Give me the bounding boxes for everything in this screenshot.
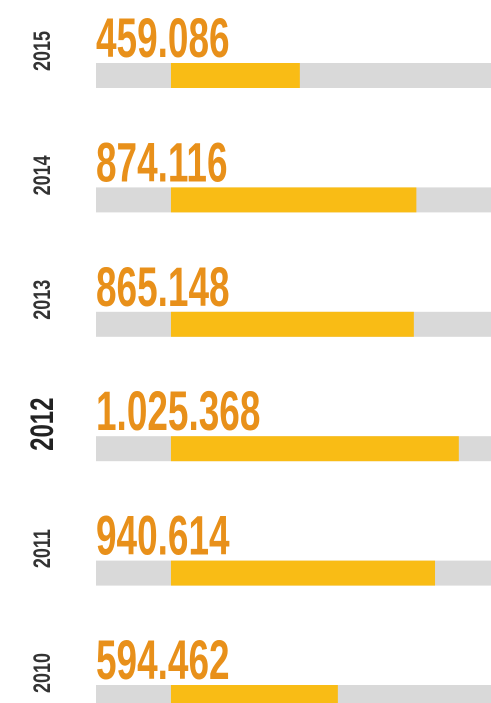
bar	[170, 560, 436, 586]
value-label: 594.462	[96, 629, 230, 692]
bar	[170, 187, 417, 213]
value-label-group: 1.025.368	[96, 381, 260, 444]
bar	[170, 685, 338, 703]
value-label: 874.116	[96, 132, 228, 195]
value-label-group: 874.116	[96, 132, 228, 195]
year-label-group: 2015	[30, 31, 56, 71]
year-label: 2011	[30, 529, 56, 568]
year-label: 2013	[30, 280, 56, 320]
year-label-group: 2013	[30, 280, 56, 320]
bar	[170, 311, 414, 337]
year-label-group: 2011	[30, 529, 56, 568]
value-label: 459.086	[96, 7, 230, 70]
value-label: 940.614	[96, 505, 230, 568]
value-label-group: 940.614	[96, 505, 230, 568]
value-label-group: 865.148	[96, 256, 230, 319]
year-label-group: 2010	[30, 653, 56, 693]
value-label-group: 594.462	[96, 629, 230, 692]
year-label-group: 2012	[24, 398, 60, 451]
year-label-group: 2014	[30, 155, 56, 195]
bar	[170, 436, 459, 462]
year-label: 2015	[30, 31, 56, 71]
year-label: 2010	[30, 653, 56, 693]
bar	[170, 63, 300, 88]
year-label: 2014	[30, 155, 56, 195]
value-label: 1.025.368	[96, 381, 260, 444]
value-label: 865.148	[96, 256, 230, 319]
year-label: 2012	[24, 398, 60, 451]
value-label-group: 459.086	[96, 7, 230, 70]
